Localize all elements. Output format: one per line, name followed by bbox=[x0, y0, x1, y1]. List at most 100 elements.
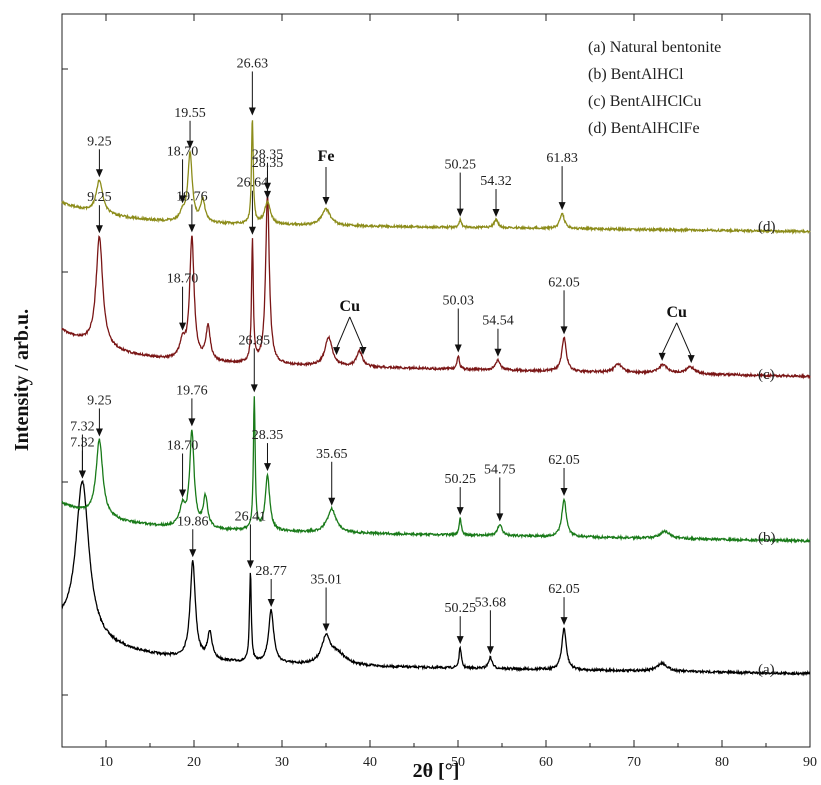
peak-label: 26.41 bbox=[235, 509, 267, 524]
x-tick-label: 70 bbox=[627, 755, 641, 770]
legend-entry: (d) BentAlHClFe bbox=[588, 120, 700, 137]
x-tick-label: 80 bbox=[715, 755, 729, 770]
series-tag: (a) bbox=[758, 662, 775, 678]
curves bbox=[61, 120, 811, 677]
annotation-arrow-head bbox=[263, 190, 271, 199]
annotation-arrow-head bbox=[560, 326, 568, 335]
annotation-arrow-head bbox=[189, 549, 197, 558]
annotation-arrow-head bbox=[496, 513, 504, 522]
annotation-arrow-head bbox=[186, 140, 194, 149]
peak-label: 54.75 bbox=[484, 462, 516, 477]
phase-marker-arrow bbox=[349, 316, 364, 349]
legend: (a) Natural bentonite (b) BentAlHCl (c) Be… bbox=[588, 39, 721, 137]
series-curve bbox=[61, 120, 811, 235]
peak-label: 19.86 bbox=[177, 514, 209, 529]
peak-label: 9.25 bbox=[87, 134, 112, 149]
annotation-arrow-head bbox=[328, 497, 336, 506]
peak-label: 28.35 bbox=[252, 156, 284, 171]
axes: 10 20 30 40 50 60 70 80 90 bbox=[62, 14, 817, 770]
peak-label: 26.85 bbox=[239, 333, 271, 348]
x-tick-label: 50 bbox=[451, 755, 465, 770]
annotation-arrow-head bbox=[179, 322, 187, 331]
series-tag: (b) bbox=[758, 530, 776, 546]
phase-marker-arrow-head bbox=[687, 355, 695, 364]
peak-label: 62.05 bbox=[548, 275, 580, 290]
phase-marker-arrow-head bbox=[359, 346, 367, 355]
peak-label: 62.05 bbox=[548, 582, 580, 597]
annotation-arrow-head bbox=[78, 470, 86, 479]
peak-label: 28.35 bbox=[252, 428, 284, 443]
peak-label: 50.25 bbox=[444, 158, 476, 173]
annotation-arrow-head bbox=[494, 348, 502, 357]
peak-label: 50.03 bbox=[443, 293, 475, 308]
x-axis-title: 2θ [°] bbox=[413, 760, 460, 782]
peak-label: 26.63 bbox=[237, 56, 269, 71]
plot-area bbox=[61, 13, 811, 748]
peak-label: 50.25 bbox=[444, 472, 476, 487]
phase-marker-arrow-head bbox=[322, 197, 330, 206]
annotation-arrow-head bbox=[250, 384, 258, 393]
series-curve bbox=[61, 396, 811, 544]
x-tick-label: 10 bbox=[99, 755, 113, 770]
annotation-arrow-head bbox=[188, 224, 196, 233]
annotation-arrow-head bbox=[456, 208, 464, 217]
phase-marker-label: Cu bbox=[666, 304, 687, 321]
annotation-arrow-head bbox=[560, 487, 568, 496]
annotation-arrow-head bbox=[188, 418, 196, 427]
annotation-arrow-head bbox=[248, 226, 256, 235]
annotation-arrow-head bbox=[558, 202, 566, 211]
peak-label: 35.01 bbox=[310, 572, 342, 587]
peak-label: 50.25 bbox=[444, 601, 476, 616]
peak-label: 7.32 bbox=[70, 420, 95, 435]
annotation-arrow-head bbox=[492, 209, 500, 218]
annotation-arrow-head bbox=[95, 169, 103, 178]
legend-entry: (c) BentAlHClCu bbox=[588, 93, 701, 110]
peak-label: 19.76 bbox=[176, 189, 208, 204]
phase-marker-arrow-head bbox=[333, 347, 341, 356]
peak-label: 18.70 bbox=[167, 144, 199, 159]
peak-label: 19.76 bbox=[176, 383, 208, 398]
annotation-arrow-head bbox=[322, 623, 330, 632]
phase-marker-arrow bbox=[336, 316, 351, 349]
peak-label: 19.55 bbox=[174, 106, 206, 121]
x-tick-label: 20 bbox=[187, 755, 201, 770]
series-curve bbox=[61, 480, 811, 677]
series-tag: (c) bbox=[758, 367, 775, 383]
series-curve bbox=[61, 194, 811, 380]
peak-label: 9.25 bbox=[87, 190, 112, 205]
annotation-arrow-head bbox=[263, 463, 271, 472]
phase-marker-arrow bbox=[676, 322, 692, 357]
peak-label: 54.32 bbox=[480, 174, 512, 189]
annotation-arrow-head bbox=[95, 225, 103, 234]
peak-label: 26.64 bbox=[237, 176, 269, 191]
x-tick-label: 40 bbox=[363, 755, 377, 770]
phase-marker-label: Cu bbox=[340, 298, 361, 315]
legend-entry: (b) BentAlHCl bbox=[588, 66, 684, 83]
peak-label: 61.83 bbox=[546, 151, 578, 166]
legend-entry: (a) Natural bentonite bbox=[588, 39, 721, 56]
annotation-arrow-head bbox=[454, 344, 462, 353]
annotation-arrow-head bbox=[179, 195, 187, 204]
x-tick-label: 30 bbox=[275, 755, 289, 770]
annotation-arrow-head bbox=[248, 107, 256, 116]
peak-label: 28.77 bbox=[255, 564, 287, 579]
series-tag: (d) bbox=[758, 219, 776, 235]
phase-marker-arrow-head bbox=[658, 352, 666, 361]
annotation-arrow-head bbox=[456, 507, 464, 516]
annotation-arrow-head bbox=[179, 489, 187, 498]
peak-label: 28.35 bbox=[252, 148, 284, 163]
x-tick-label: 90 bbox=[803, 755, 817, 770]
peak-label: 18.70 bbox=[167, 439, 199, 454]
y-axis-title: Intensity / arb.u. bbox=[11, 309, 33, 451]
phase-marker-arrow bbox=[661, 322, 678, 355]
phase-marker-label: Fe bbox=[318, 148, 335, 165]
peak-label: 35.65 bbox=[316, 447, 348, 462]
peak-label: 9.25 bbox=[87, 393, 112, 408]
annotation-arrow-head bbox=[267, 599, 275, 608]
peak-label: 53.68 bbox=[475, 595, 507, 610]
annotation-arrow-head bbox=[486, 646, 494, 655]
peak-label: 54.54 bbox=[482, 314, 514, 329]
annotation-arrow-head bbox=[456, 636, 464, 645]
peak-label: 62.05 bbox=[548, 453, 580, 468]
